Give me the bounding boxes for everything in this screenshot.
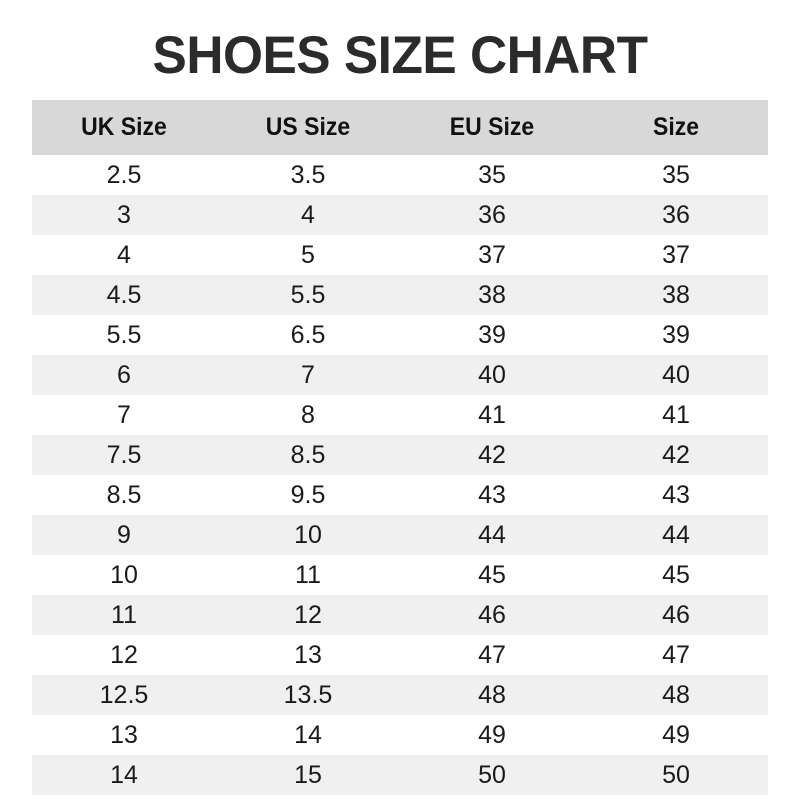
table-cell: 42 bbox=[662, 440, 690, 469]
table-cell: 5.5 bbox=[290, 280, 326, 309]
table-cell: 13.5 bbox=[283, 680, 333, 709]
table-cell: 6.5 bbox=[290, 320, 326, 349]
table-cell: 4 bbox=[301, 200, 315, 229]
table-cell: 46 bbox=[478, 600, 506, 629]
table-cell: 6 bbox=[117, 360, 131, 389]
table-cell: 12.5 bbox=[99, 680, 149, 709]
table-row: 12.5 13.5 48 48 bbox=[32, 675, 768, 715]
table-cell: 40 bbox=[662, 360, 690, 389]
table-row: 13 14 49 49 bbox=[32, 715, 768, 755]
table-cell: 8 bbox=[301, 400, 315, 429]
table-cell: 39 bbox=[662, 320, 690, 349]
table-cell: 15 bbox=[294, 760, 322, 789]
page-title: SHOES SIZE CHART bbox=[152, 26, 648, 85]
table-cell: 4.5 bbox=[106, 280, 142, 309]
column-header-us-size: US Size bbox=[265, 113, 351, 141]
table-cell: 48 bbox=[478, 680, 506, 709]
table-cell: 49 bbox=[662, 720, 690, 749]
table-row: 4.5 5.5 38 38 bbox=[32, 275, 768, 315]
table-cell: 13 bbox=[294, 640, 322, 669]
table-cell: 36 bbox=[662, 200, 690, 229]
table-cell: 41 bbox=[478, 400, 506, 429]
table-cell: 50 bbox=[478, 760, 506, 789]
table-row: 3 4 36 36 bbox=[32, 195, 768, 235]
table-cell: 9.5 bbox=[290, 480, 326, 509]
table-cell: 5.5 bbox=[106, 320, 142, 349]
table-cell: 47 bbox=[662, 640, 690, 669]
table-cell: 7 bbox=[301, 360, 315, 389]
table-cell: 46 bbox=[662, 600, 690, 629]
table-cell: 14 bbox=[110, 760, 138, 789]
table-row: 12 13 47 47 bbox=[32, 635, 768, 675]
table-cell: 42 bbox=[478, 440, 506, 469]
size-table: UK Size US Size EU Size Size 2.5 3.5 35 35 3… bbox=[32, 100, 768, 795]
table-cell: 7 bbox=[117, 400, 131, 429]
table-cell: 5 bbox=[301, 240, 315, 269]
table-cell: 4 bbox=[117, 240, 131, 269]
table-row: 14 15 50 50 bbox=[32, 755, 768, 795]
table-cell: 40 bbox=[478, 360, 506, 389]
table-row: 7.5 8.5 42 42 bbox=[32, 435, 768, 475]
table-cell: 38 bbox=[478, 280, 506, 309]
table-cell: 45 bbox=[662, 560, 690, 589]
table-cell: 10 bbox=[294, 520, 322, 549]
table-cell: 3.5 bbox=[290, 160, 326, 189]
table-cell: 14 bbox=[294, 720, 322, 749]
table-row: 11 12 46 46 bbox=[32, 595, 768, 635]
table-cell: 50 bbox=[662, 760, 690, 789]
table-header-row: UK Size US Size EU Size Size bbox=[32, 100, 768, 155]
table-cell: 8.5 bbox=[290, 440, 326, 469]
table-row: 7 8 41 41 bbox=[32, 395, 768, 435]
table-cell: 7.5 bbox=[106, 440, 142, 469]
table-cell: 43 bbox=[478, 480, 506, 509]
table-row: 4 5 37 37 bbox=[32, 235, 768, 275]
table-cell: 37 bbox=[662, 240, 690, 269]
table-cell: 35 bbox=[478, 160, 506, 189]
column-header-uk-size: UK Size bbox=[81, 113, 167, 141]
table-cell: 11 bbox=[111, 600, 137, 629]
column-header-eu-size: EU Size bbox=[449, 113, 535, 141]
table-row: 5.5 6.5 39 39 bbox=[32, 315, 768, 355]
table-cell: 11 bbox=[295, 560, 321, 589]
table-cell: 13 bbox=[110, 720, 138, 749]
table-cell: 12 bbox=[110, 640, 138, 669]
table-cell: 49 bbox=[478, 720, 506, 749]
table-cell: 2.5 bbox=[106, 160, 142, 189]
table-cell: 38 bbox=[662, 280, 690, 309]
table-cell: 45 bbox=[478, 560, 506, 589]
table-cell: 41 bbox=[662, 400, 690, 429]
table-cell: 36 bbox=[478, 200, 506, 229]
table-cell: 12 bbox=[294, 600, 322, 629]
table-cell: 47 bbox=[478, 640, 506, 669]
table-row: 9 10 44 44 bbox=[32, 515, 768, 555]
table-row: 8.5 9.5 43 43 bbox=[32, 475, 768, 515]
size-table-container: UK Size US Size EU Size Size 2.5 3.5 35 35 3… bbox=[32, 100, 768, 795]
table-cell: 3 bbox=[117, 200, 131, 229]
table-row: 6 7 40 40 bbox=[32, 355, 768, 395]
table-cell: 9 bbox=[117, 520, 131, 549]
table-cell: 35 bbox=[662, 160, 690, 189]
table-cell: 44 bbox=[478, 520, 506, 549]
table-cell: 10 bbox=[110, 560, 138, 589]
size-table-body: 2.5 3.5 35 35 3 4 36 36 4 5 37 37 4.5 5.5 38 38 5.5 6.5 39… bbox=[32, 155, 768, 795]
table-cell: 39 bbox=[478, 320, 506, 349]
column-header-size: Size bbox=[652, 113, 700, 141]
table-row: 2.5 3.5 35 35 bbox=[32, 155, 768, 195]
table-cell: 48 bbox=[662, 680, 690, 709]
table-cell: 43 bbox=[662, 480, 690, 509]
table-cell: 44 bbox=[662, 520, 690, 549]
table-cell: 8.5 bbox=[106, 480, 142, 509]
size-table-head: UK Size US Size EU Size Size bbox=[32, 100, 768, 155]
table-cell: 37 bbox=[478, 240, 506, 269]
table-row: 10 11 45 45 bbox=[32, 555, 768, 595]
